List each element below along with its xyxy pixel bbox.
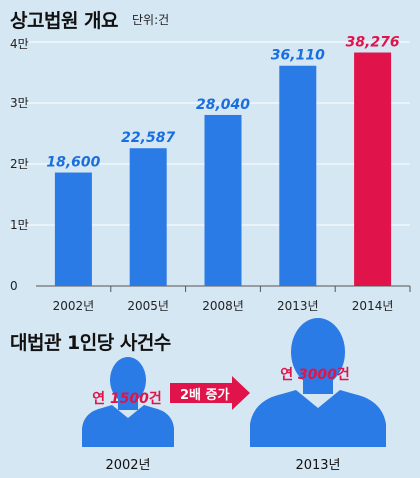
bar-chart: 0 1만 2만 3만 4만 18,600 2002년 22,587 2005년 28,040 200… — [10, 35, 411, 313]
data-label: 28,040 — [196, 97, 250, 113]
x-tick-label: 2013년 — [277, 299, 319, 313]
x-tick-label: 2002년 — [53, 299, 95, 313]
left-value: 연 1500건 — [92, 391, 162, 407]
y-tick-label: 2만 — [10, 157, 29, 171]
chart-title: 상고법원 개요 — [10, 10, 119, 32]
right-year-label: 2013년 — [295, 458, 341, 473]
y-tick-label: 3만 — [10, 96, 29, 110]
data-label: 22,587 — [121, 130, 175, 146]
bar — [279, 65, 317, 286]
comparison-title: 대법관 1인당 사건수 — [10, 332, 171, 354]
y-tick-label: 1만 — [10, 218, 29, 232]
increase-label: 2배 증가 — [180, 388, 230, 403]
right-value: 연 3000건 — [280, 367, 350, 383]
bar — [54, 172, 92, 286]
left-year-label: 2002년 — [105, 458, 151, 473]
x-tick-label: 2014년 — [352, 299, 394, 313]
bar — [129, 148, 167, 286]
data-label: 18,600 — [46, 155, 100, 171]
bar — [204, 114, 242, 287]
y-tick-label: 4만 — [10, 37, 29, 51]
data-label: 36,110 — [271, 48, 325, 64]
unit-label: 단위:건 — [132, 13, 170, 27]
y-tick-label: 0 — [10, 279, 18, 293]
x-tick-label: 2005년 — [127, 299, 169, 313]
x-tick-label: 2008년 — [202, 299, 244, 313]
data-label: 38,276 — [346, 35, 400, 51]
bar — [354, 52, 392, 286]
